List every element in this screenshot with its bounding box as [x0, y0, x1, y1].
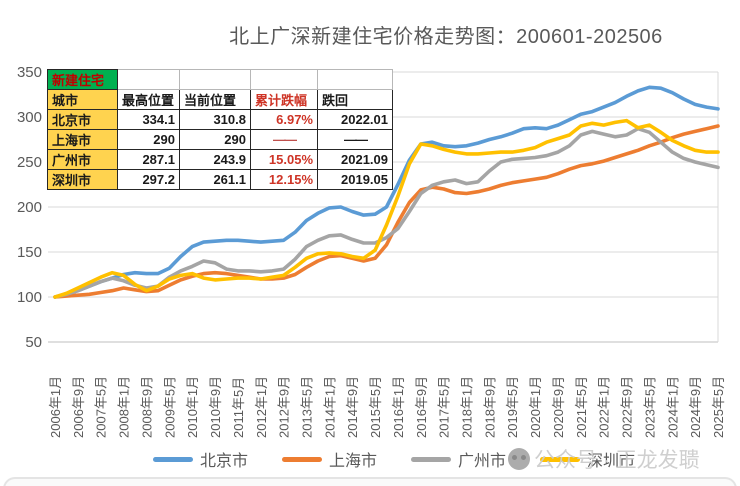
- chart-legend: 北京市 上海市 广州市 深圳市: [0, 447, 740, 471]
- blank-cell: [117, 69, 180, 90]
- cell-high: 297.2: [117, 169, 180, 190]
- x-axis-tick-label: 2009年5月: [162, 376, 177, 438]
- table-row: 广州市 287.1 243.9 15.05% 2021.09: [47, 149, 393, 170]
- x-axis-tick-label: 2011年5月: [231, 377, 246, 438]
- x-axis-tick-label: 2022年9月: [620, 376, 635, 438]
- cell-fellback: 2019.05: [317, 169, 393, 190]
- table-header-row: 城市 最高位置 当前位置 累计跌幅 跌回: [47, 89, 393, 110]
- header-decline: 累计跌幅: [250, 89, 318, 110]
- blank-cell: [179, 69, 251, 90]
- cell-current: 290: [179, 129, 251, 150]
- x-axis-tick-label: 2017年5月: [437, 376, 452, 438]
- legend-item-guangzhou: 广州市: [411, 447, 506, 471]
- x-axis-tick-label: 2021年5月: [574, 376, 589, 438]
- x-axis-tick-label: 2008年1月: [117, 376, 132, 438]
- cell-decline: ——: [250, 129, 318, 150]
- y-axis-tick-label: 250: [17, 154, 42, 171]
- cell-city: 深圳市: [47, 169, 118, 190]
- x-axis-tick-label: 2015年5月: [368, 376, 383, 438]
- x-axis-tick-label: 2006年9月: [71, 376, 86, 438]
- cell-high: 334.1: [117, 109, 180, 130]
- series-line-上海市: [53, 124, 720, 299]
- legend-item-beijing: 北京市: [152, 447, 248, 471]
- cell-city: 广州市: [47, 149, 118, 170]
- table-row: 新建住宅: [47, 69, 393, 90]
- x-axis-tick-label: 2022年1月: [597, 376, 612, 438]
- watermark-face-icon: [508, 448, 530, 470]
- x-axis-tick-label: 2020年1月: [528, 376, 543, 438]
- cell-decline: 12.15%: [250, 169, 318, 190]
- cell-current: 261.1: [179, 169, 251, 190]
- cell-fellback: 2022.01: [317, 109, 393, 130]
- x-axis-tick-label: 2012年9月: [277, 376, 292, 438]
- x-axis-tick-label: 2023年5月: [642, 376, 657, 438]
- cell-city: 北京市: [47, 109, 118, 130]
- cell-fellback: 2021.09: [317, 149, 393, 170]
- cell-current: 310.8: [179, 109, 251, 130]
- x-axis-tick-label: 2006年1月: [48, 376, 63, 438]
- x-axis-tick-label: 2020年9月: [551, 376, 566, 438]
- legend-line-swatch: [281, 456, 322, 462]
- chart-title: 北上广深新建住宅价格走势图：200601-202506: [229, 26, 663, 48]
- series-line-深圳市: [53, 118, 720, 299]
- header-fellback: 跌回: [317, 89, 393, 110]
- x-axis-tick-label: 2018年1月: [460, 376, 475, 438]
- legend-item-shanghai: 上海市: [281, 447, 377, 471]
- cell-city: 上海市: [47, 129, 118, 150]
- cell-decline: 6.97%: [250, 109, 318, 130]
- header-city: 城市: [47, 89, 118, 110]
- summary-table: 新建住宅 城市 最高位置 当前位置 累计跌幅 跌回 北京市 334.1 310.…: [47, 69, 393, 190]
- x-axis-tick-label: 2010年9月: [208, 376, 223, 438]
- x-axis-tick-label: 2025年5月: [711, 376, 726, 438]
- legend-label: 广州市: [458, 453, 507, 470]
- y-axis-tick-label: 350: [17, 64, 42, 81]
- x-axis-tick-label: 2014年9月: [345, 376, 360, 438]
- table-row: 北京市 334.1 310.8 6.97% 2022.01: [47, 109, 393, 130]
- table-row: 上海市 290 290 —— ——: [47, 129, 393, 150]
- watermark: 公众号 · 正龙发聩: [508, 444, 700, 474]
- x-axis-tick-label: 2013年5月: [299, 376, 314, 438]
- header-current: 当前位置: [179, 89, 251, 110]
- legend-line-swatch: [540, 456, 581, 462]
- cell-current: 243.9: [179, 149, 251, 170]
- x-axis-tick-label: 2024年1月: [665, 376, 680, 438]
- y-axis-tick-label: 200: [17, 199, 42, 216]
- cell-fellback: ——: [317, 129, 393, 150]
- table-row: 深圳市 297.2 261.1 12.15% 2019.05: [47, 169, 393, 190]
- x-axis-tick-label: 2024年9月: [688, 376, 703, 438]
- x-axis-tick-label: 2019年5月: [505, 376, 520, 438]
- series-line-北京市: [53, 85, 720, 299]
- blank-cell: [317, 69, 393, 90]
- legend-line-swatch: [152, 456, 193, 462]
- cell-high: 290: [117, 129, 180, 150]
- watermark-text: 公众号 · 正龙发聩: [534, 449, 700, 472]
- table-corner-label: 新建住宅: [47, 69, 118, 90]
- x-axis-tick-label: 2010年1月: [185, 376, 200, 438]
- y-axis-tick-label: 50: [25, 334, 42, 351]
- blank-cell: [250, 69, 318, 90]
- cell-decline: 15.05%: [250, 149, 318, 170]
- x-axis-tick-label: 2014年1月: [322, 376, 337, 438]
- y-axis-tick-label: 150: [17, 244, 42, 261]
- x-axis-tick-label: 2018年9月: [482, 376, 497, 438]
- x-axis-tick-label: 2016年1月: [391, 376, 406, 438]
- legend-label: 上海市: [328, 453, 377, 470]
- next-card-edge: [3, 477, 737, 486]
- legend-line-swatch: [411, 456, 451, 462]
- legend-label: 深圳市: [587, 453, 636, 470]
- x-axis-tick-label: 2016年9月: [414, 376, 429, 438]
- header-high: 最高位置: [117, 89, 180, 110]
- legend-label: 北京市: [199, 453, 248, 470]
- x-axis-tick-label: 2008年9月: [139, 376, 154, 438]
- cell-high: 287.1: [117, 149, 180, 170]
- y-axis-tick-label: 300: [17, 109, 42, 126]
- x-axis-tick-label: 2012年1月: [254, 376, 269, 438]
- x-axis-tick-label: 2007年5月: [94, 376, 109, 438]
- legend-item-shenzhen: 深圳市: [540, 447, 635, 471]
- y-axis-tick-label: 100: [17, 289, 42, 306]
